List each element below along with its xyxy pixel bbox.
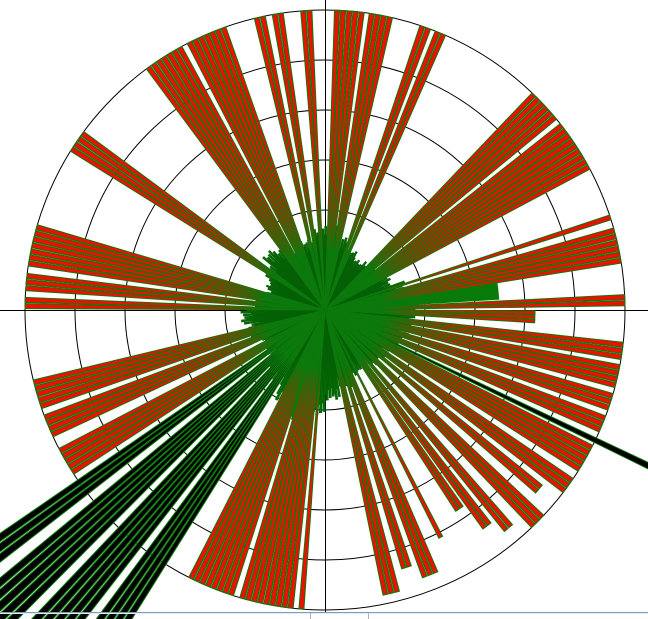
resize-tick-right [368, 613, 369, 619]
scan-ray-clusters [0, 9, 648, 619]
window-bottom-border [0, 612, 648, 613]
resize-tick-left [310, 613, 311, 619]
window-bottom-border-highlight [0, 613, 648, 614]
